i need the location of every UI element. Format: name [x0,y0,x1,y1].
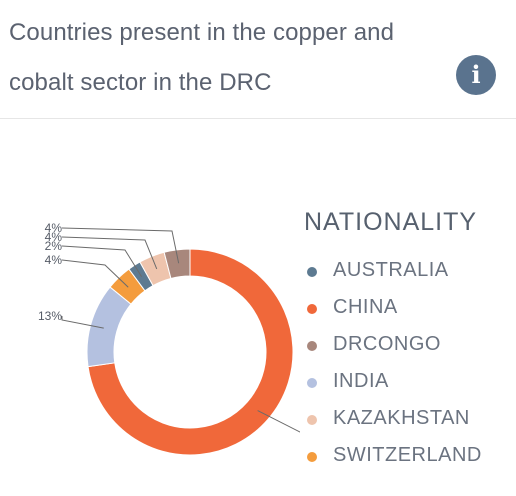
leader-line [61,227,180,264]
legend-label: INDIA [333,370,389,392]
legend-label: SWITZERLAND [333,444,482,466]
chart-header: Countries present in the copper and coba… [0,0,516,119]
legend-swatch [307,415,317,425]
leader-line [61,245,143,277]
legend-swatch [307,378,317,388]
legend-label: DRCONGO [333,333,441,355]
slice-china[interactable] [87,248,294,456]
data-label: 4% [45,253,63,267]
donut-chart: 72%13%4%2%4%4% [38,221,300,456]
legend-swatch [307,267,317,277]
data-label: 4% [45,230,63,244]
legend-label: AUSTRALIA [333,259,449,281]
legend-swatch [307,452,317,462]
info-icon-glyph: i [471,60,481,89]
slice-drcongo[interactable] [163,248,191,280]
leader-line [257,410,300,433]
data-label: 4% [45,221,63,235]
leader-line [61,316,104,329]
data-label: 2% [45,239,63,253]
chart-title: Countries present in the copper and coba… [9,19,395,96]
legend-label: KAZAKHSTAN [333,407,470,429]
legend-swatch [307,304,317,314]
legend-title: NATIONALITY [304,208,478,236]
legend-label: CHINA [333,296,398,318]
legend-swatch [307,341,317,351]
leader-line [61,236,158,270]
leader-line [61,259,129,288]
data-label: 13% [38,309,62,323]
info-icon[interactable]: i [456,55,496,95]
